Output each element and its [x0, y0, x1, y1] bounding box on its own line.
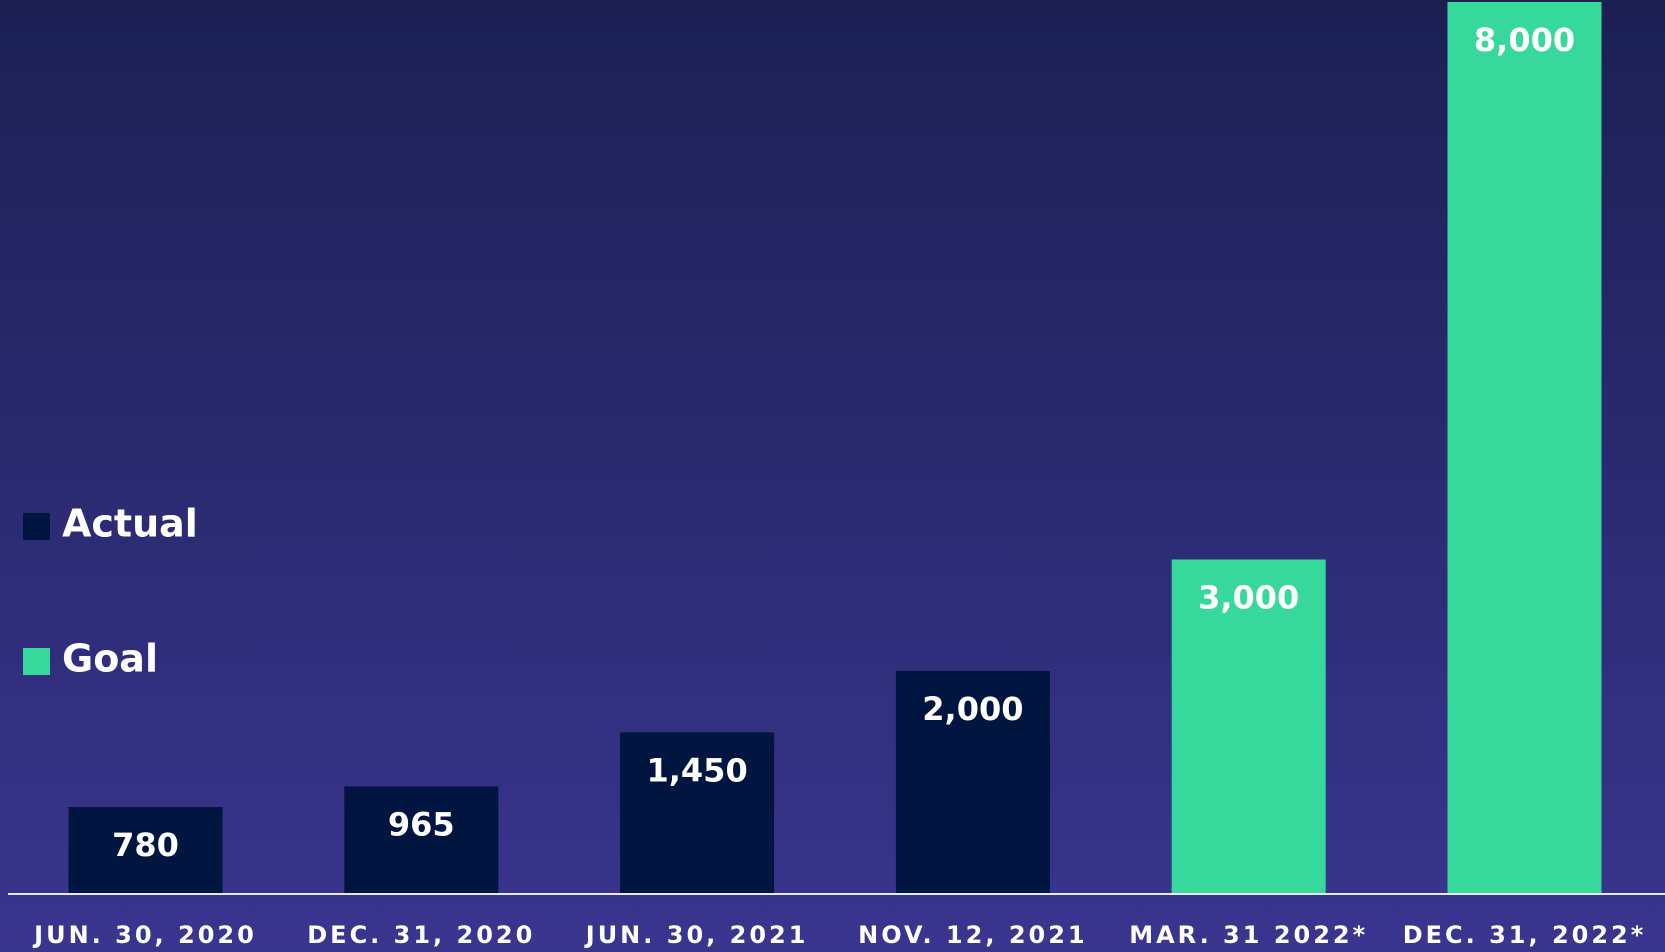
bar	[620, 732, 775, 894]
value-label: 2,000	[922, 690, 1023, 728]
bar	[895, 671, 1050, 894]
x-tick-label: JUN. 30, 2021	[584, 921, 809, 949]
bar	[1447, 2, 1602, 894]
value-label: 8,000	[1474, 21, 1575, 59]
legend-swatch	[23, 648, 50, 675]
x-tick-label: JUN. 30, 2020	[32, 921, 257, 949]
bar	[344, 786, 499, 894]
x-tick-label: DEC. 31, 2020	[307, 921, 535, 949]
value-label: 965	[388, 805, 455, 843]
value-label: 3,000	[1198, 579, 1299, 617]
legend-label: Goal	[62, 637, 158, 681]
x-tick-label: MAR. 31 2022*	[1129, 921, 1368, 949]
bar	[68, 807, 223, 894]
legend-label: Actual	[62, 502, 198, 546]
legend-swatch	[23, 513, 50, 540]
bar	[1171, 559, 1326, 894]
x-tick-label: DEC. 31, 2022*	[1403, 921, 1647, 949]
value-label: 1,450	[646, 751, 747, 789]
x-tick-label: NOV. 12, 2021	[858, 921, 1087, 949]
value-label: 780	[112, 826, 179, 864]
